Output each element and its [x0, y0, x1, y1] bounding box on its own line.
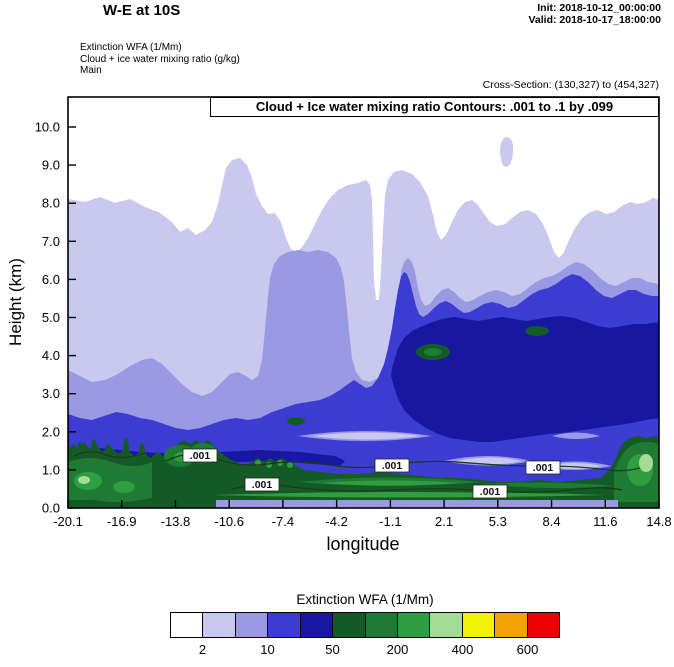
colorbar-cell [332, 612, 366, 638]
x-tick-label: 11.6 [593, 514, 617, 529]
x-tick-label: 14.8 [646, 514, 671, 529]
y-tick-label: 1.0 [42, 462, 60, 477]
y-tick-label: 9.0 [42, 158, 60, 173]
fill-dot-green [265, 461, 273, 469]
colorbar-cell [364, 612, 398, 638]
fill-region-darkblue-core [391, 316, 659, 442]
colorbar-tick-label: 200 [386, 642, 409, 657]
y-tick-label: 6.0 [42, 272, 60, 287]
contour-info-box: Cloud + Ice water mixing ratio Contours:… [210, 97, 659, 117]
fill-streak-green-inner [320, 480, 460, 486]
fill-patch-green-spike [123, 438, 129, 460]
colorbar-cell [526, 612, 561, 638]
x-tick-label: 5.3 [489, 514, 507, 529]
x-tick-label: -10.6 [214, 514, 244, 529]
field-extinction-label: Extinction WFA (1/Mm) [80, 42, 182, 53]
colorbar-cell [170, 612, 204, 638]
x-tick-label: -7.4 [272, 514, 294, 529]
fill-patch-green-island [525, 326, 549, 336]
y-tick-label: 2.0 [42, 424, 60, 439]
y-axis-title: Height (km) [6, 258, 25, 346]
colorbar-cell [267, 612, 301, 638]
fill-patch-green-island [424, 348, 442, 356]
contour-label-box: .001 [182, 448, 218, 463]
fill-patch-green-left-light [113, 481, 135, 493]
colorbar-cell [461, 612, 496, 638]
svg-text:.001: .001 [533, 462, 554, 474]
x-tick-label: -1.1 [379, 514, 401, 529]
contour-label-box: .001 [244, 477, 280, 492]
fill-patch-lavender-blob [500, 137, 514, 167]
colorbar-cell [429, 612, 463, 638]
cross-section-label: Cross-Section: (130,327) to (454,327) [482, 79, 659, 91]
contour-label-box: .001 [525, 460, 561, 475]
fill-streak-green-right [482, 482, 614, 489]
fill-patch-green-spike [91, 439, 97, 461]
y-tick-label: 3.0 [42, 386, 60, 401]
colorbar-tick-label: 2 [198, 642, 207, 657]
y-tick-label: 0.0 [42, 501, 60, 516]
field-list: Extinction WFA (1/Mm) Cloud + ice water … [80, 42, 240, 77]
fill-patch-green-spike [139, 443, 145, 461]
x-tick-label: -20.1 [53, 514, 83, 529]
y-tick-label: 7.0 [42, 234, 60, 249]
y-tick-label: 4.0 [42, 348, 60, 363]
x-tick-label: -4.2 [325, 514, 347, 529]
contour-labels: .001 .001 .001 .001 .001 [182, 448, 561, 499]
colorbar-cell [396, 612, 431, 638]
y-tick-label: 8.0 [42, 196, 60, 211]
field-domain-label: Main [80, 65, 102, 76]
contour-label-box: .001 [472, 484, 508, 499]
fill-lens-lavender [312, 432, 422, 440]
colorbar-tick-label: 10 [260, 642, 275, 657]
fill-patch-green-right-lightest [639, 454, 653, 472]
cloud-contour-001 [73, 451, 149, 458]
colorbar-tick-label: 50 [325, 642, 340, 657]
colorbar-cell [234, 612, 269, 638]
x-tick-label: -16.9 [107, 514, 137, 529]
fill-patch-green-island [287, 417, 305, 425]
colorbar-cell [494, 612, 528, 638]
colorbar [170, 612, 561, 638]
contour-label-box: .001 [374, 458, 410, 473]
field-cloud-ice-label: Cloud + ice water mixing ratio (g/kg) [80, 53, 240, 65]
cloud-contour-001 [231, 483, 623, 493]
x-axis-title: longitude [326, 534, 400, 554]
colorbar-labels: 2 10 50 200 400 600 [170, 642, 560, 658]
valid-time-label: Valid: 2018-10-17_18:00:00 [528, 14, 661, 26]
colorbar-tick-label: 400 [451, 642, 474, 657]
svg-text:.001: .001 [190, 450, 211, 462]
svg-text:.001: .001 [252, 479, 273, 491]
x-tick-label: 8.4 [543, 514, 561, 529]
y-tick-label: 5.0 [42, 310, 60, 325]
fill-patch-green-left-lightest [78, 476, 90, 484]
plot-main-title: W-E at 10S [103, 2, 181, 19]
svg-text:.001: .001 [480, 486, 501, 498]
colorbar-tick-label: 600 [516, 642, 539, 657]
fill-patch-green-spike [105, 444, 111, 462]
svg-text:.001: .001 [382, 460, 403, 472]
contour-fill-layers [68, 137, 659, 508]
axis-ticks-and-labels: 10.0 9.0 8.0 7.0 6.0 5.0 4.0 3.0 2.0 1.0 0.0-20.1 -… [35, 120, 672, 530]
colorbar-title: Extinction WFA (1/Mm) [296, 592, 434, 607]
x-tick-label: 2.1 [435, 514, 453, 529]
colorbar-cell [202, 612, 236, 638]
y-tick-label: 10.0 [35, 120, 60, 135]
colorbar-cell [299, 612, 334, 638]
init-time-label: Init: 2018-10-12_00:00:00 [537, 2, 661, 14]
fill-lens-periwinkle [552, 432, 600, 439]
fill-streak-green-bottom [212, 492, 606, 498]
fill-strip-periwinkle-bottom [216, 500, 618, 508]
fill-patch-green-spike [77, 442, 83, 462]
model-times: Init: 2018-10-12_00:00:00 Valid: 2018-10… [528, 2, 661, 26]
x-tick-label: -13.8 [161, 514, 191, 529]
